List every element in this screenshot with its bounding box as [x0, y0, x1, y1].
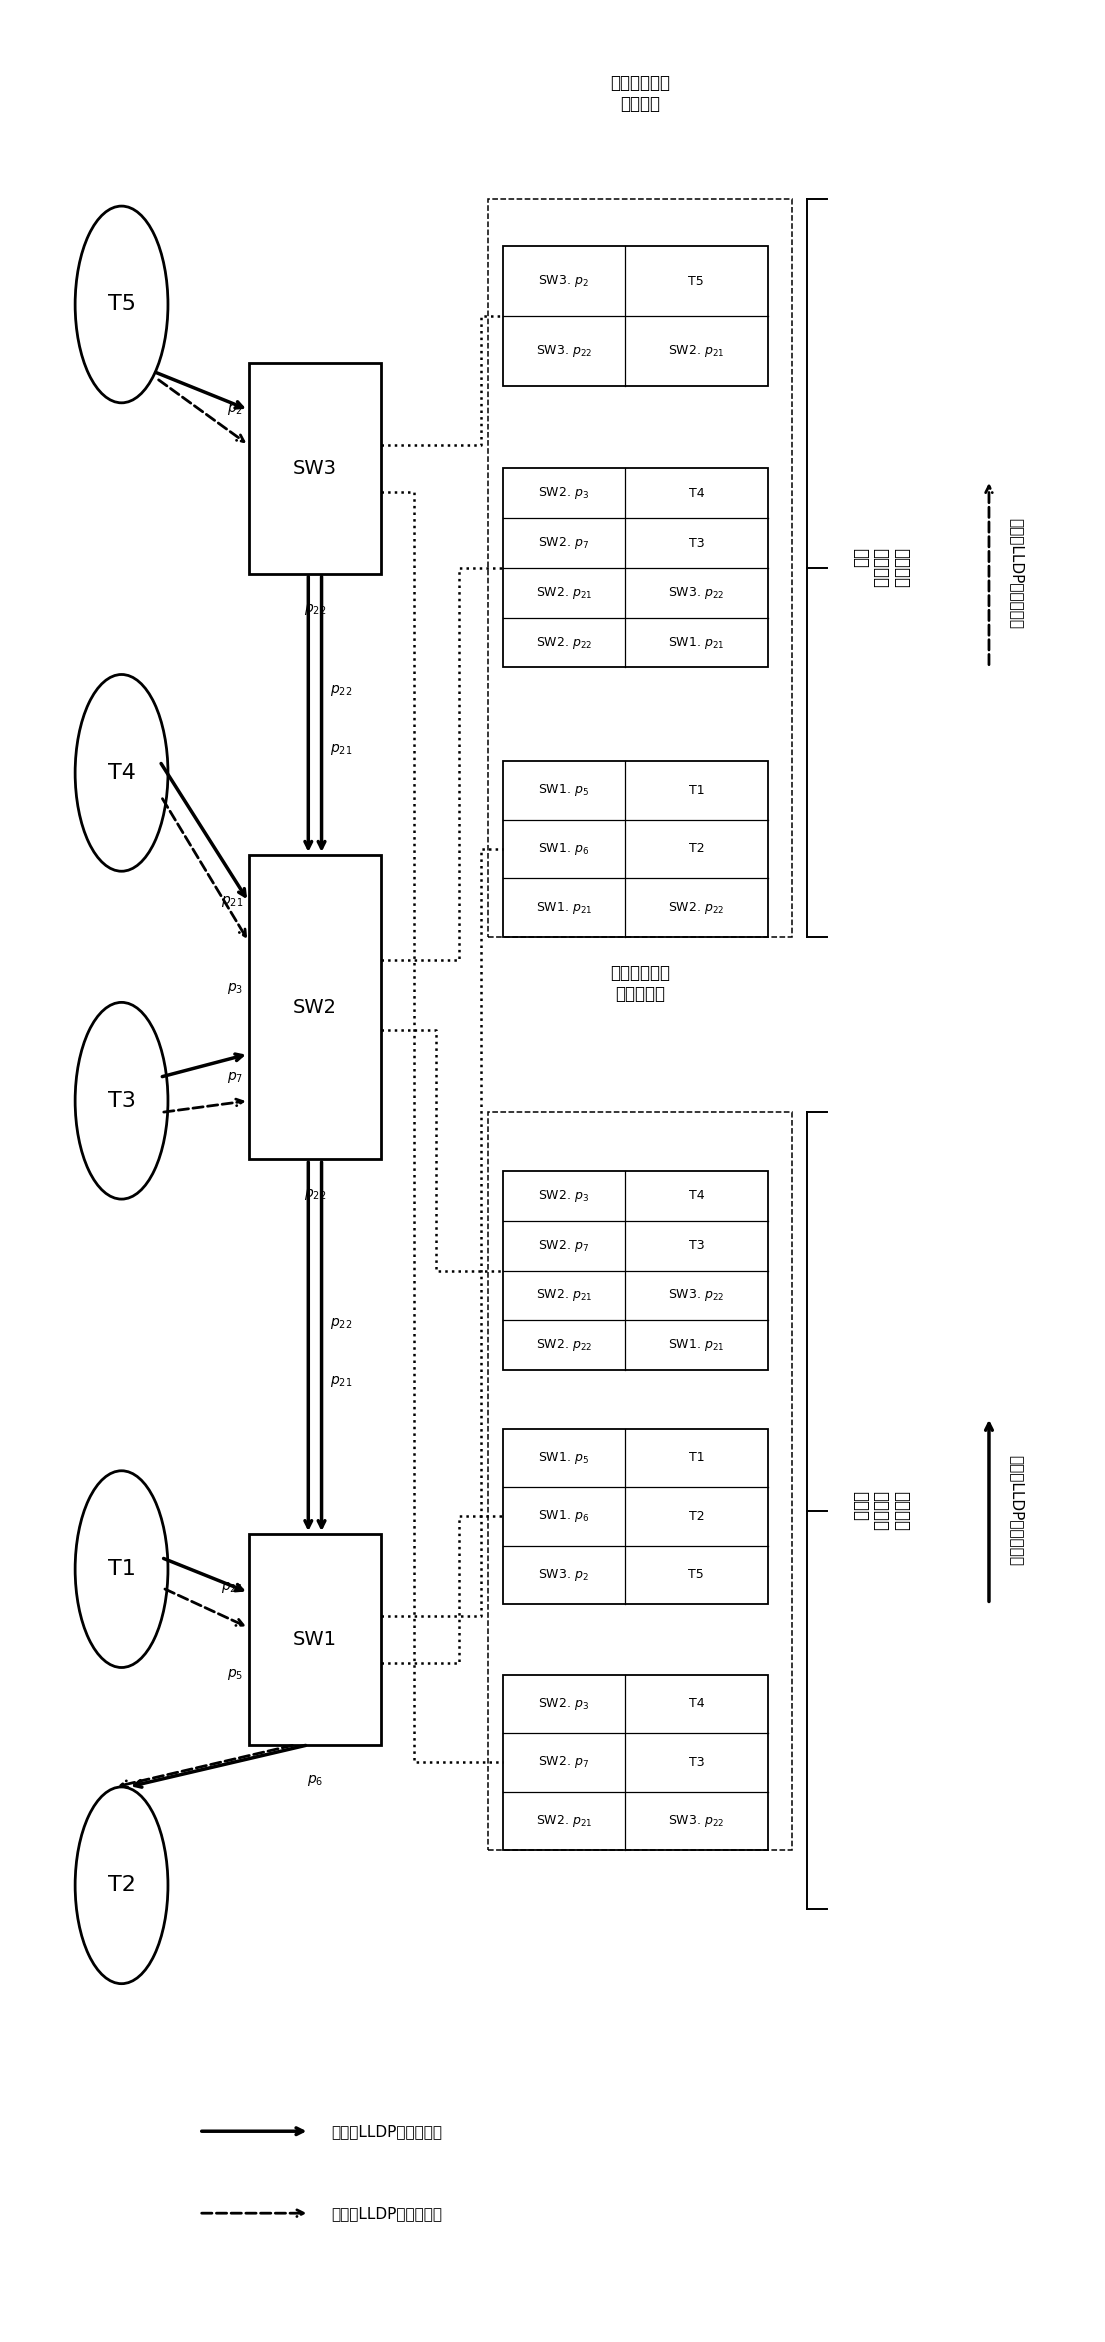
- Text: $p_{22}$: $p_{22}$: [304, 1187, 326, 1201]
- Text: SW2. $p_3$: SW2. $p_3$: [538, 485, 589, 501]
- Text: $p_{21}$: $p_{21}$: [221, 895, 243, 909]
- Text: $p_{21}$: $p_{21}$: [221, 1581, 243, 1595]
- Text: $p_{22}$: $p_{22}$: [304, 602, 326, 616]
- Text: SW3: SW3: [293, 459, 337, 478]
- Text: 第二级局部拓
扑探测结果: 第二级局部拓 扑探测结果: [610, 965, 671, 1002]
- Text: SW3. $p_2$: SW3. $p_2$: [538, 274, 589, 288]
- Bar: [488, 1112, 792, 1850]
- Text: T4: T4: [688, 1698, 704, 1710]
- Text: SW2. $p_{21}$: SW2. $p_{21}$: [536, 1288, 592, 1304]
- Text: SW2. $p_{22}$: SW2. $p_{22}$: [536, 635, 592, 651]
- Text: SW1. $p_6$: SW1. $p_6$: [538, 841, 589, 857]
- Text: 扩展的LLDP协议业务流: 扩展的LLDP协议业务流: [1009, 518, 1024, 630]
- Text: T3: T3: [688, 1756, 704, 1768]
- Bar: [503, 1429, 768, 1604]
- Text: SW2. $p_{21}$: SW2. $p_{21}$: [536, 586, 592, 602]
- Text: T4: T4: [688, 1190, 704, 1201]
- Text: SW2. $p_{21}$: SW2. $p_{21}$: [536, 1813, 592, 1829]
- Text: SW2: SW2: [293, 998, 337, 1016]
- Text: SW1. $p_{21}$: SW1. $p_{21}$: [536, 899, 592, 916]
- Text: SW1. $p_5$: SW1. $p_5$: [538, 782, 589, 799]
- Text: T3: T3: [688, 1239, 704, 1253]
- Text: T2: T2: [107, 1876, 136, 1895]
- Text: SW2. $p_7$: SW2. $p_7$: [538, 1754, 589, 1771]
- Bar: [503, 468, 768, 667]
- Text: T2: T2: [688, 843, 704, 855]
- Bar: [249, 855, 381, 1159]
- Text: SW1. $p_5$: SW1. $p_5$: [538, 1450, 589, 1466]
- Text: T4: T4: [688, 487, 704, 499]
- Text: T5: T5: [688, 274, 704, 288]
- Text: SW2. $p_3$: SW2. $p_3$: [538, 1187, 589, 1204]
- Bar: [249, 363, 381, 574]
- Text: SW2. $p_{22}$: SW2. $p_{22}$: [536, 1337, 592, 1354]
- Bar: [503, 1675, 768, 1850]
- Bar: [503, 246, 768, 386]
- Text: SW2. $p_7$: SW2. $p_7$: [538, 534, 589, 550]
- Text: SW3. $p_{22}$: SW3. $p_{22}$: [669, 586, 725, 602]
- Text: SW3. $p_{22}$: SW3. $p_{22}$: [536, 344, 592, 358]
- Text: T2: T2: [688, 1511, 704, 1522]
- Text: SW3. $p_{22}$: SW3. $p_{22}$: [669, 1288, 725, 1304]
- Text: T5: T5: [688, 1569, 704, 1581]
- Text: SW1: SW1: [293, 1630, 337, 1649]
- Text: $p_{22}$: $p_{22}$: [330, 684, 352, 698]
- Text: 标准的LLDP协议业务流: 标准的LLDP协议业务流: [332, 2124, 442, 2138]
- Text: SW3. $p_{22}$: SW3. $p_{22}$: [669, 1813, 725, 1829]
- Bar: [249, 1534, 381, 1745]
- Bar: [488, 199, 792, 937]
- Text: SW1. $p_{21}$: SW1. $p_{21}$: [669, 635, 725, 651]
- Text: T5: T5: [107, 295, 136, 314]
- Text: T3: T3: [688, 536, 704, 550]
- Text: SW2. $p_3$: SW2. $p_3$: [538, 1696, 589, 1712]
- Text: 标准的LLDP协议业务流: 标准的LLDP协议业务流: [1009, 1454, 1024, 1567]
- Text: T1: T1: [688, 785, 704, 796]
- Text: 第二级局
部拓扑探
测结果: 第二级局 部拓扑探 测结果: [851, 1490, 911, 1532]
- Text: 初级局部
拓扑探测
结果: 初级局部 拓扑探测 结果: [851, 548, 911, 588]
- Text: T3: T3: [107, 1091, 136, 1110]
- Text: $p_7$: $p_7$: [227, 1070, 243, 1084]
- Text: $p_3$: $p_3$: [227, 981, 243, 995]
- Text: $p_6$: $p_6$: [307, 1773, 323, 1787]
- Text: $p_5$: $p_5$: [227, 1668, 243, 1682]
- Text: T1: T1: [107, 1560, 136, 1579]
- Text: T4: T4: [107, 763, 136, 782]
- Text: SW1. $p_{21}$: SW1. $p_{21}$: [669, 1337, 725, 1354]
- Text: $p_{22}$: $p_{22}$: [330, 1316, 352, 1330]
- Text: SW2. $p_7$: SW2. $p_7$: [538, 1237, 589, 1253]
- Text: T1: T1: [688, 1452, 704, 1464]
- Text: SW3. $p_2$: SW3. $p_2$: [538, 1567, 589, 1583]
- Text: SW1. $p_6$: SW1. $p_6$: [538, 1508, 589, 1525]
- Text: SW2. $p_{22}$: SW2. $p_{22}$: [669, 899, 725, 916]
- Text: $p_{21}$: $p_{21}$: [330, 1375, 352, 1389]
- Text: 扩展的LLDP协议业务流: 扩展的LLDP协议业务流: [332, 2206, 442, 2220]
- Text: $p_2$: $p_2$: [227, 403, 243, 417]
- Text: SW2. $p_{21}$: SW2. $p_{21}$: [669, 344, 725, 358]
- Text: 初级局部拓扑
探测结果: 初级局部拓扑 探测结果: [610, 75, 671, 112]
- Bar: [503, 1171, 768, 1370]
- Text: $p_{21}$: $p_{21}$: [330, 742, 352, 756]
- Bar: [503, 761, 768, 937]
